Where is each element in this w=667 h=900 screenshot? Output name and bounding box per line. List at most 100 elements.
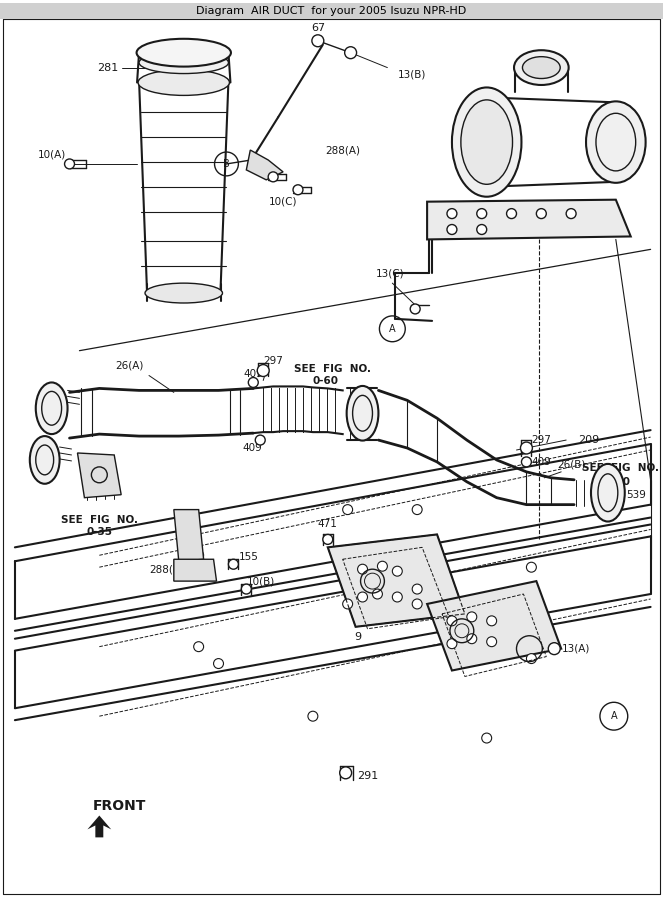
Circle shape: [412, 584, 422, 594]
Ellipse shape: [347, 386, 378, 441]
Text: 409: 409: [243, 368, 263, 379]
Circle shape: [343, 505, 353, 515]
Ellipse shape: [452, 87, 522, 197]
Text: 13(B): 13(B): [398, 69, 426, 79]
Circle shape: [482, 734, 492, 743]
Text: 409: 409: [242, 443, 262, 453]
Circle shape: [412, 505, 422, 515]
Text: 10(B): 10(B): [247, 576, 275, 586]
Ellipse shape: [139, 51, 229, 74]
Text: 291: 291: [357, 770, 378, 781]
Circle shape: [372, 590, 382, 599]
Circle shape: [520, 442, 532, 454]
Circle shape: [506, 209, 516, 219]
Text: 297: 297: [532, 435, 551, 446]
Text: A: A: [389, 324, 396, 334]
Polygon shape: [77, 453, 121, 498]
Text: 26(B): 26(B): [557, 460, 586, 470]
Text: B: B: [526, 644, 533, 653]
Text: 288(B): 288(B): [149, 564, 184, 574]
Circle shape: [477, 209, 487, 219]
Ellipse shape: [30, 436, 59, 484]
Ellipse shape: [36, 382, 67, 434]
Circle shape: [358, 564, 368, 574]
Text: 10(C): 10(C): [269, 197, 297, 207]
Circle shape: [358, 592, 368, 602]
Polygon shape: [246, 150, 283, 180]
Text: 0-60: 0-60: [313, 376, 339, 386]
Polygon shape: [87, 815, 111, 837]
Circle shape: [343, 599, 353, 609]
Text: 539: 539: [626, 490, 646, 500]
Circle shape: [378, 562, 388, 572]
Polygon shape: [327, 535, 465, 626]
Circle shape: [312, 35, 323, 47]
Text: SEE  FIG  NO.: SEE FIG NO.: [61, 515, 138, 525]
Text: 297: 297: [263, 356, 283, 365]
Circle shape: [193, 642, 203, 652]
Text: 1-30: 1-30: [605, 477, 631, 487]
Circle shape: [241, 584, 251, 594]
Circle shape: [257, 364, 269, 376]
Text: 9: 9: [354, 632, 361, 642]
Text: A: A: [610, 711, 617, 721]
Circle shape: [522, 457, 532, 467]
Text: 10(A): 10(A): [37, 149, 66, 159]
Text: SEE  FIG  NO.: SEE FIG NO.: [582, 463, 659, 473]
Circle shape: [340, 767, 352, 778]
Circle shape: [268, 172, 278, 182]
Ellipse shape: [514, 50, 569, 85]
Text: 13(C): 13(C): [376, 268, 405, 278]
Circle shape: [566, 209, 576, 219]
Ellipse shape: [145, 284, 223, 303]
Circle shape: [526, 562, 536, 572]
Circle shape: [412, 599, 422, 609]
Ellipse shape: [522, 57, 560, 78]
Circle shape: [447, 616, 457, 625]
Circle shape: [323, 535, 333, 544]
Bar: [0, 3, 662, 19]
Circle shape: [193, 550, 203, 561]
Text: Diagram  AIR DUCT  for your 2005 Isuzu NPR-HD: Diagram AIR DUCT for your 2005 Isuzu NPR…: [196, 6, 466, 16]
Circle shape: [487, 616, 497, 625]
Circle shape: [308, 711, 318, 721]
Polygon shape: [427, 581, 561, 670]
Ellipse shape: [461, 100, 512, 184]
Text: 13(A): 13(A): [562, 644, 590, 653]
Circle shape: [467, 612, 477, 622]
Circle shape: [487, 636, 497, 647]
Text: 209: 209: [578, 435, 600, 446]
Circle shape: [477, 224, 487, 235]
Text: 288(A): 288(A): [325, 145, 360, 155]
Ellipse shape: [138, 69, 229, 95]
Circle shape: [293, 184, 303, 194]
Text: FRONT: FRONT: [93, 798, 146, 813]
Circle shape: [447, 224, 457, 235]
Text: 409: 409: [532, 457, 551, 467]
Circle shape: [248, 377, 258, 387]
Text: 26(A): 26(A): [115, 361, 143, 371]
Circle shape: [392, 566, 402, 576]
Text: 281: 281: [97, 63, 118, 73]
Text: 155: 155: [238, 553, 258, 562]
Circle shape: [467, 634, 477, 643]
Circle shape: [345, 47, 357, 58]
Circle shape: [536, 209, 546, 219]
Text: 67: 67: [311, 22, 325, 33]
Polygon shape: [174, 559, 217, 581]
Circle shape: [447, 639, 457, 649]
Circle shape: [65, 159, 75, 169]
Text: B: B: [223, 159, 230, 169]
Circle shape: [548, 643, 560, 654]
Ellipse shape: [137, 39, 231, 67]
Ellipse shape: [586, 102, 646, 183]
Ellipse shape: [591, 464, 625, 521]
Circle shape: [229, 559, 238, 569]
Circle shape: [255, 435, 265, 445]
Text: SEE  FIG  NO.: SEE FIG NO.: [294, 364, 372, 374]
Circle shape: [213, 659, 223, 669]
Circle shape: [526, 653, 536, 663]
Circle shape: [447, 209, 457, 219]
Polygon shape: [427, 200, 631, 239]
Circle shape: [392, 592, 402, 602]
